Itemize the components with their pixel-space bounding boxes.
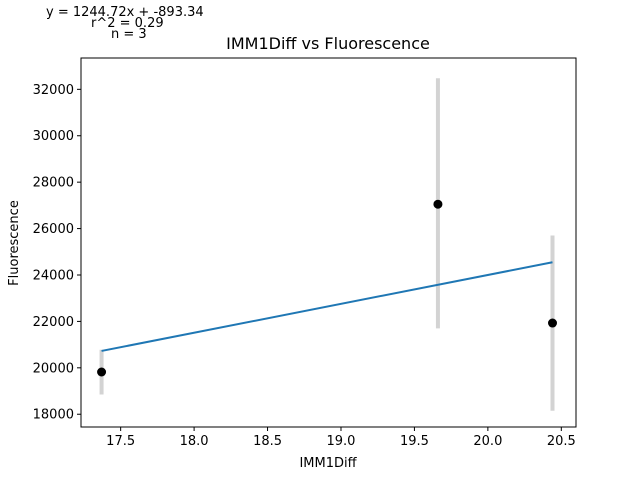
x-tick-label: 20.5 bbox=[547, 434, 576, 449]
data-point-3 bbox=[547, 318, 557, 328]
data-points bbox=[97, 199, 557, 377]
y-tick-label: 28000 bbox=[33, 176, 74, 191]
regression-equation: y = 1244.72x + -893.34 bbox=[46, 5, 204, 20]
y-tick-label: 32000 bbox=[33, 83, 74, 98]
data-point-1 bbox=[97, 367, 107, 377]
error-bars bbox=[99, 78, 555, 411]
sample-count-label: n = 3 bbox=[111, 27, 147, 42]
x-tick-label: 18.0 bbox=[180, 434, 209, 449]
x-axis-label: IMM1Diff bbox=[299, 456, 357, 471]
x-tick-label: 18.5 bbox=[253, 434, 282, 449]
y-tick-label: 18000 bbox=[33, 408, 74, 423]
y-tick-label: 20000 bbox=[33, 361, 74, 376]
y-axis: 18000 20000 22000 24000 26000 28000 30000 32000 bbox=[33, 83, 81, 423]
y-tick-label: 26000 bbox=[33, 222, 74, 237]
y-tick-label: 24000 bbox=[33, 268, 74, 283]
plot-area-frame bbox=[80, 57, 577, 428]
y-axis-label: Fluorescence bbox=[7, 200, 22, 286]
x-tick-label: 20.0 bbox=[473, 434, 502, 449]
x-tick-label: 19.5 bbox=[400, 434, 429, 449]
chart-title: IMM1Diff vs Fluorescence bbox=[226, 34, 430, 53]
r-squared-label: r^2 = 0.29 bbox=[91, 16, 164, 31]
x-axis: 17.5 18.0 18.5 19.0 19.5 20.0 20.5 bbox=[106, 427, 576, 449]
x-tick-label: 19.0 bbox=[327, 434, 356, 449]
data-point-2 bbox=[433, 199, 443, 209]
x-tick-label: 17.5 bbox=[106, 434, 135, 449]
regression-line bbox=[101, 261, 553, 352]
fit-line-group bbox=[101, 261, 553, 352]
y-tick-label: 30000 bbox=[33, 129, 74, 144]
y-tick-label: 22000 bbox=[33, 315, 74, 330]
